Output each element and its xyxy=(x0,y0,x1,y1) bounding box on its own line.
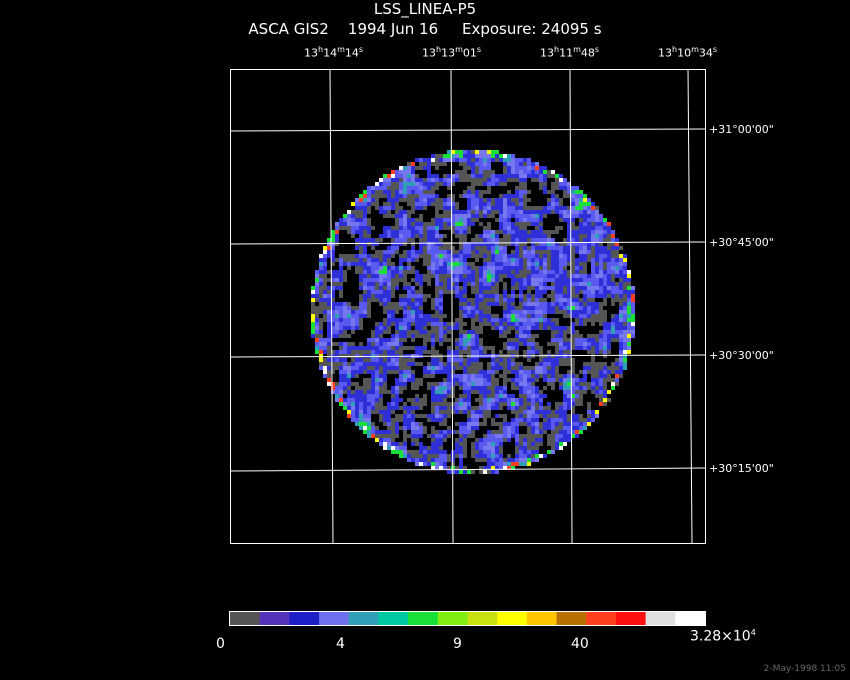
image-subtitle: ASCA GIS2 1994 Jun 16 Exposure: 24095 s xyxy=(0,20,850,38)
ra-tick-label: 13h10m34s xyxy=(658,45,718,60)
colorbar-swatch xyxy=(408,612,439,625)
dec-tick-label: +31°00'00" xyxy=(709,123,774,136)
colorbar-label: 9 xyxy=(453,636,462,652)
colorbar-label: 40 xyxy=(571,636,589,652)
dec-tick-label: +30°45'00" xyxy=(709,236,774,249)
colorbar-swatch xyxy=(230,612,261,625)
exposure-label: Exposure: 24095 s xyxy=(461,20,602,38)
colorbar-max-label: 3.28×104 xyxy=(690,628,756,645)
colorbar-swatch xyxy=(437,612,469,625)
colorbar xyxy=(230,612,706,625)
colorbar-swatch xyxy=(259,612,290,625)
colorbar-swatch xyxy=(378,612,409,625)
mission-label: ASCA GIS2 xyxy=(248,20,329,38)
colorbar-swatch xyxy=(289,612,320,625)
plot-frame xyxy=(230,69,706,544)
colorbar-swatch xyxy=(675,612,706,625)
ra-tick-label: 13h13m01s xyxy=(422,45,482,60)
colorbar-swatch xyxy=(348,612,380,625)
dec-tick-label: +30°30'00" xyxy=(709,349,774,362)
colorbar-swatch xyxy=(319,612,350,625)
dec-tick-label: +30°15'00" xyxy=(709,462,774,475)
ra-tick-label: 13h11m48s xyxy=(540,45,600,60)
colorbar-swatch xyxy=(497,612,528,625)
image-title: LSS_LINEA-P5 xyxy=(373,0,477,18)
colorbar-swatch xyxy=(526,612,558,625)
colorbar-label: 0 xyxy=(216,636,225,652)
colorbar-swatch xyxy=(467,612,498,625)
observation-date: 1994 Jun 16 xyxy=(347,20,439,38)
coordinate-grid xyxy=(229,68,707,544)
colorbar-frame xyxy=(229,611,706,626)
xray-intensity-map xyxy=(311,150,635,474)
ra-tick-label: 13h14m14s xyxy=(304,45,364,60)
colorbar-swatch xyxy=(645,612,676,625)
colorbar-label: 4 xyxy=(336,636,345,652)
colorbar-swatch xyxy=(556,612,587,625)
colorbar-swatch xyxy=(586,612,617,625)
timestamp: 2-May-1998 11:05 xyxy=(763,664,846,674)
colorbar-swatch xyxy=(615,612,647,625)
